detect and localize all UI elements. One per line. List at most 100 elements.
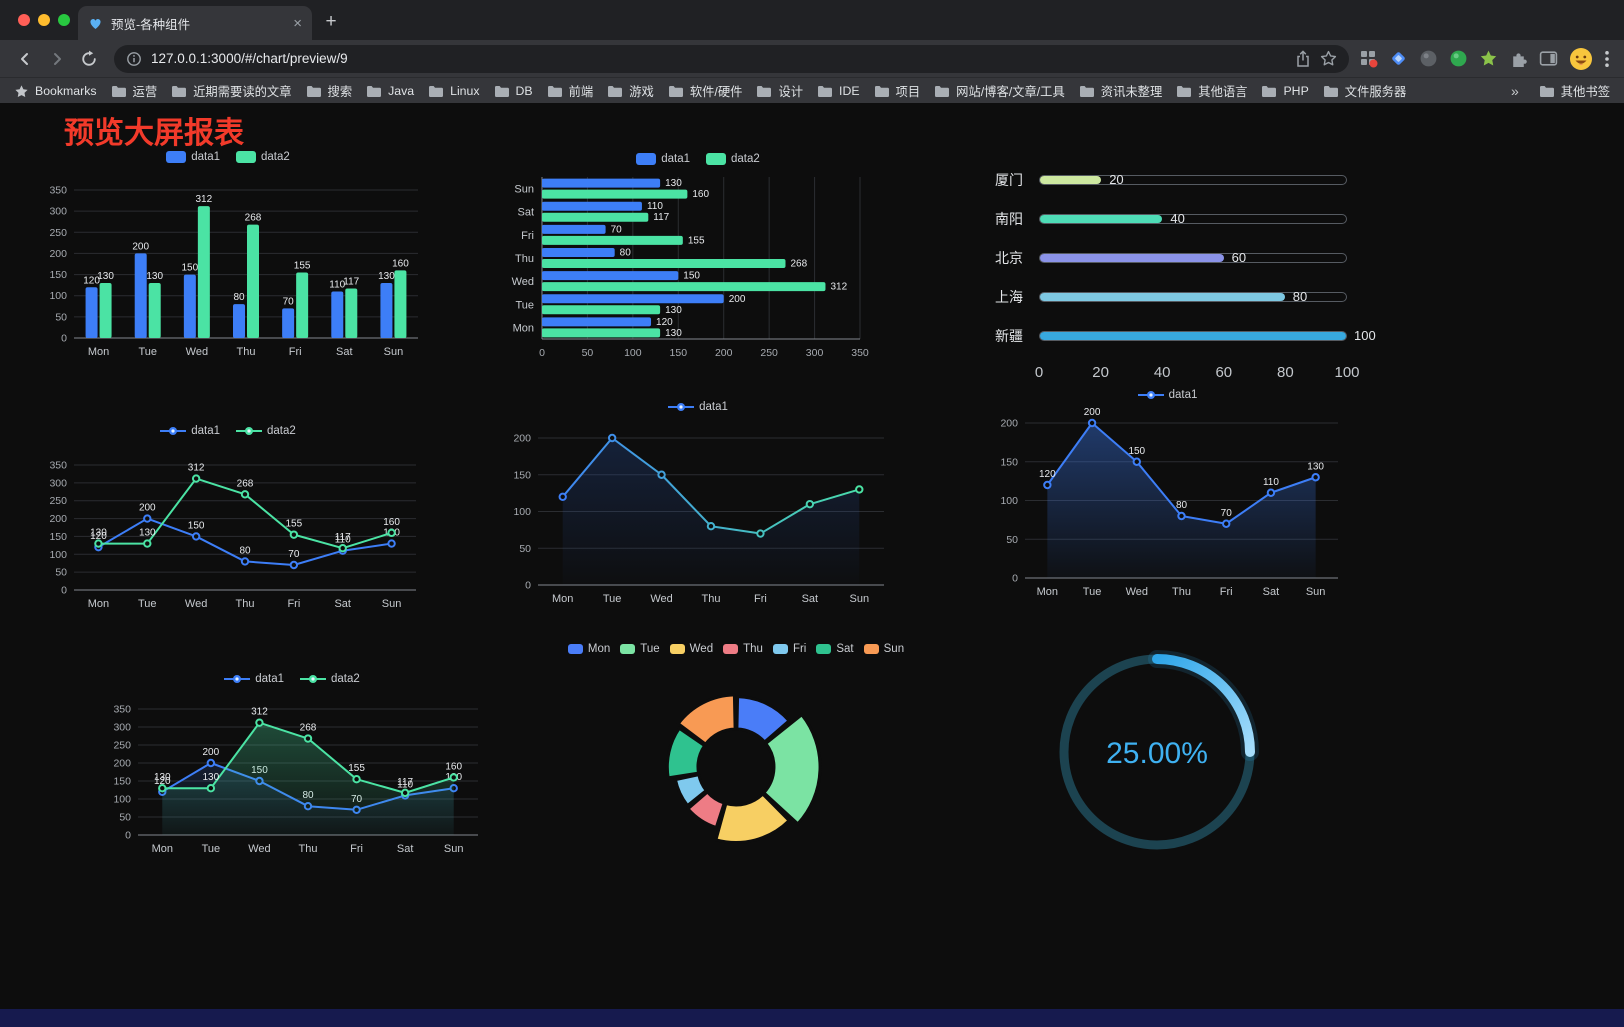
bookmark-star-icon[interactable] [1320, 50, 1337, 67]
legend-item-data2[interactable]: data2 [236, 151, 290, 163]
legend-item-data1[interactable]: data1 [1137, 389, 1197, 401]
bookmark-folder-16[interactable]: 文件服务器 [1323, 82, 1406, 100]
svg-text:200: 200 [715, 347, 733, 359]
svg-text:350: 350 [113, 704, 131, 716]
svg-text:0: 0 [125, 830, 131, 842]
other-bookmarks-button[interactable]: 其他书签 [1539, 82, 1610, 100]
legend-item-data2[interactable]: data2 [236, 425, 296, 437]
extension-globe-icon[interactable] [1419, 49, 1438, 68]
svg-text:Mon: Mon [88, 346, 109, 358]
side-panel-icon[interactable] [1539, 50, 1558, 67]
back-button[interactable] [10, 44, 40, 74]
svg-text:150: 150 [1000, 456, 1018, 468]
chart-legend: data1 data2 [28, 421, 428, 441]
share-icon[interactable] [1295, 49, 1311, 68]
bookmark-folder-15[interactable]: PHP [1261, 84, 1309, 98]
bookmarks-manager-button[interactable]: Bookmarks [14, 84, 97, 99]
legend-item-data1[interactable]: data1 [160, 425, 220, 437]
svg-text:312: 312 [251, 707, 268, 718]
reload-button[interactable] [74, 44, 104, 74]
legend-item-data2[interactable]: data2 [300, 673, 360, 685]
bookmark-folder-7[interactable]: 游戏 [607, 82, 654, 100]
svg-text:80: 80 [233, 292, 245, 303]
svg-text:150: 150 [1128, 446, 1145, 457]
folder-icon [608, 85, 623, 97]
chart-rose-donut[interactable]: Mon Tue Wed Thu Fri Sat Sun [540, 639, 932, 863]
extensions-puzzle-icon[interactable] [1509, 49, 1528, 68]
chart-dual-area-line[interactable]: data1 data2 0 50 100 150 200 250 300 350 Mon Tue Wed… [92, 669, 492, 861]
bookmark-folder-13[interactable]: 资讯未整理 [1079, 82, 1162, 100]
svg-text:0: 0 [525, 580, 531, 592]
bookmark-folder-3[interactable]: Java [366, 84, 414, 98]
address-bar[interactable]: 127.0.0.1:3000/#/chart/preview/9 [114, 44, 1349, 73]
bookmarks-bar: Bookmarks 运营 近期需要读的文章 搜索 Java Linux DB 前端 游戏 软件/… [0, 77, 1624, 104]
legend-item-data1[interactable]: data1 [224, 673, 284, 685]
legend-item-Sat[interactable]: Sat [816, 643, 854, 655]
legend-item-data1[interactable]: data1 [166, 151, 220, 163]
zoom-window-button[interactable] [58, 14, 70, 26]
bookmark-folder-2[interactable]: 搜索 [306, 82, 352, 100]
legend-item-Tue[interactable]: Tue [620, 643, 660, 655]
extension-badged-icon[interactable] [1359, 49, 1378, 68]
folder-icon [1262, 85, 1277, 97]
other-bookmarks-label: 其他书签 [1560, 85, 1610, 99]
bookmarks-overflow-button[interactable]: » [1511, 83, 1519, 99]
footer-strip [0, 1009, 1624, 1027]
chart-grouped-bar[interactable]: data1 data2 0 50 100 150 200 250 300 350 Mon Tue Wed… [28, 147, 428, 365]
svg-text:130: 130 [378, 271, 395, 282]
extension-green-icon[interactable] [1449, 49, 1468, 68]
chart-dual-line[interactable]: data1 data2 0 50 100 150 200 250 300 350 Mon Tue Wed… [28, 421, 428, 621]
bookmark-folder-8[interactable]: 软件/硬件 [668, 82, 742, 100]
bookmark-folder-6[interactable]: 前端 [547, 82, 593, 100]
svg-text:Fri: Fri [289, 346, 302, 358]
svg-text:155: 155 [688, 235, 705, 246]
bookmark-folder-4[interactable]: Linux [428, 84, 480, 98]
bookmarks-label: Bookmarks [35, 84, 97, 98]
site-info-icon[interactable] [126, 51, 142, 67]
chart-city-progress[interactable]: 厦门 20 南阳 40 北京 60 上海 80 新疆 100 0 20 40 60 80 100 [995, 153, 1376, 386]
bookmark-folder-10[interactable]: IDE [817, 84, 860, 98]
browser-tab[interactable]: 预览-各种组件 × [78, 6, 312, 40]
legend-item-data1[interactable]: data1 [668, 401, 728, 413]
url-text[interactable]: 127.0.0.1:3000/#/chart/preview/9 [151, 51, 348, 66]
legend-item-Sun[interactable]: Sun [863, 643, 904, 655]
svg-text:130: 130 [90, 528, 107, 539]
folder-icon [668, 85, 683, 97]
extension-star-icon[interactable] [1479, 49, 1498, 68]
extension-diamond-icon[interactable] [1389, 49, 1408, 68]
bookmark-folder-14[interactable]: 其他语言 [1176, 82, 1247, 100]
minimize-window-button[interactable] [38, 14, 50, 26]
legend-item-data1[interactable]: data1 [636, 153, 690, 165]
chart-area-line[interactable]: data1 0 50 100 150 200 Mon Tue Wed Thu Fri Sat Sun 12… [985, 385, 1350, 608]
legend-item-Mon[interactable]: Mon [567, 643, 610, 655]
svg-text:250: 250 [760, 347, 778, 359]
folder-icon [494, 85, 509, 97]
legend-item-data2[interactable]: data2 [706, 153, 760, 165]
close-window-button[interactable] [18, 14, 30, 26]
bookmark-folder-0[interactable]: 运营 [111, 82, 157, 100]
svg-text:200: 200 [139, 503, 156, 514]
browser-menu-icon[interactable] [1604, 50, 1610, 68]
legend-item-Wed[interactable]: Wed [669, 643, 713, 655]
chart-legend: Mon Tue Wed Thu Fri Sat Sun [540, 639, 932, 659]
new-tab-button[interactable]: + [325, 11, 337, 32]
svg-text:200: 200 [132, 241, 149, 252]
forward-button[interactable] [42, 44, 72, 74]
chart-gradient-line[interactable]: data1 0 50 100 150 200 Mon Tue Wed Thu Fri Sat Sun [498, 397, 898, 613]
legend-item-Fri[interactable]: Fri [772, 643, 806, 655]
profile-avatar[interactable] [1569, 47, 1593, 71]
bookmark-folder-5[interactable]: DB [494, 84, 533, 98]
bookmark-label: 游戏 [629, 85, 654, 99]
legend-item-Thu[interactable]: Thu [723, 643, 763, 655]
tab-close-icon[interactable]: × [293, 14, 302, 32]
progress-row-上海: 上海 80 [995, 286, 1347, 308]
bookmark-folder-12[interactable]: 网站/博客/文章/工具 [934, 82, 1065, 100]
chart-grouped-hbar[interactable]: data1 data2 0 50 100 150 200 250 300 350 Sun 130 160… [498, 149, 898, 367]
bookmark-folder-1[interactable]: 近期需要读的文章 [171, 82, 292, 100]
svg-text:268: 268 [245, 213, 262, 224]
chart-gauge[interactable]: 25.00% [1046, 641, 1270, 863]
folder-icon [111, 85, 126, 97]
svg-text:150: 150 [513, 469, 531, 481]
bookmark-folder-9[interactable]: 设计 [756, 82, 803, 100]
bookmark-folder-11[interactable]: 项目 [874, 82, 920, 100]
